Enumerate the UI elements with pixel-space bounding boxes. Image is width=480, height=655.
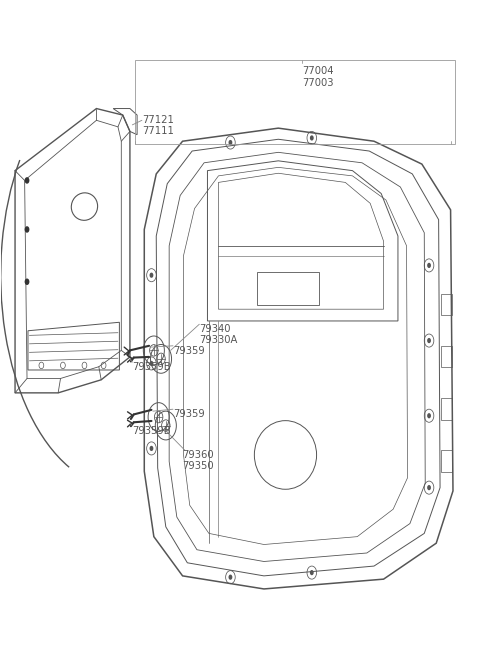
Circle shape xyxy=(310,570,314,575)
Circle shape xyxy=(150,272,154,278)
Circle shape xyxy=(427,263,431,268)
Circle shape xyxy=(310,136,314,141)
Circle shape xyxy=(228,574,232,580)
Circle shape xyxy=(24,226,29,233)
Text: 79330A: 79330A xyxy=(199,335,238,345)
Text: 77121: 77121 xyxy=(142,115,174,125)
Text: 79359: 79359 xyxy=(173,346,205,356)
Text: 79359B: 79359B xyxy=(132,426,171,436)
Circle shape xyxy=(24,278,29,285)
Circle shape xyxy=(24,177,29,183)
Circle shape xyxy=(427,413,431,419)
Circle shape xyxy=(228,140,232,145)
Circle shape xyxy=(427,485,431,490)
Text: 79350: 79350 xyxy=(182,462,214,472)
Text: 79340: 79340 xyxy=(199,324,231,334)
Circle shape xyxy=(427,338,431,343)
Text: 77111: 77111 xyxy=(142,126,174,136)
Text: 79359: 79359 xyxy=(173,409,205,419)
Text: 77004: 77004 xyxy=(302,66,334,76)
Text: 79360: 79360 xyxy=(182,451,214,460)
Circle shape xyxy=(150,446,154,451)
Text: 79359B: 79359B xyxy=(132,362,171,372)
Text: 77003: 77003 xyxy=(302,78,334,88)
Circle shape xyxy=(150,361,154,366)
